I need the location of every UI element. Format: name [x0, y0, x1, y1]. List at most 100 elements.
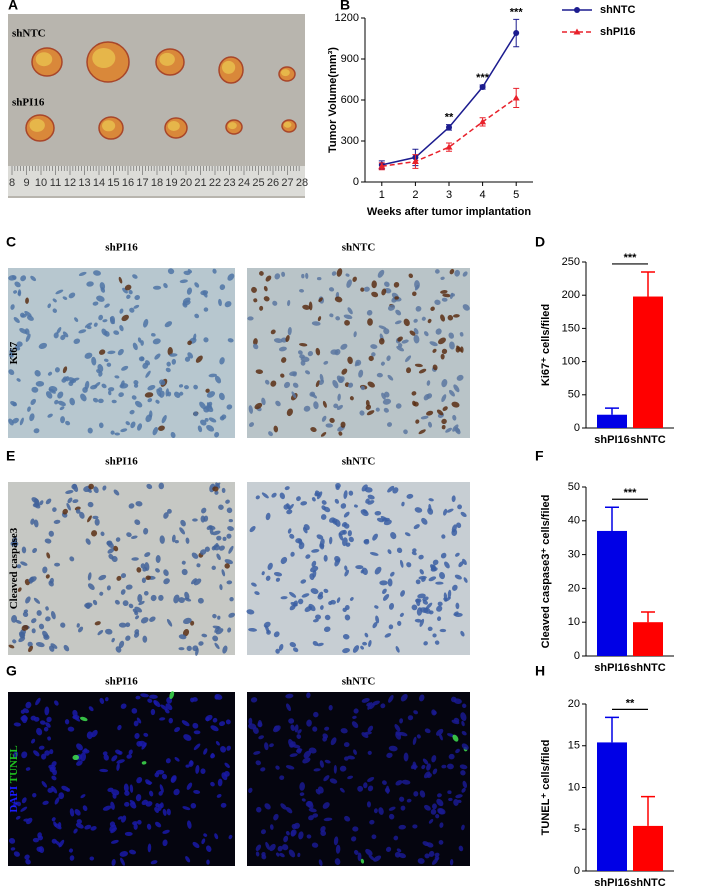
nucleus	[179, 391, 184, 396]
panel-letter: E	[6, 448, 15, 464]
nucleus	[382, 398, 392, 405]
nucleus	[321, 500, 327, 505]
nucleus	[455, 552, 460, 557]
nucleus	[22, 611, 29, 618]
nucleus	[218, 721, 226, 727]
nucleus	[359, 410, 365, 416]
nucleus	[203, 307, 209, 312]
nucleus	[32, 547, 38, 554]
nucleus	[104, 330, 110, 337]
nucleus	[311, 321, 321, 326]
nucleus	[161, 773, 168, 780]
nucleus	[225, 719, 231, 725]
nucleus	[367, 494, 375, 500]
bar	[633, 825, 663, 871]
nucleus	[399, 559, 404, 568]
nucleus	[305, 272, 309, 279]
nucleus	[460, 511, 467, 518]
nucleus	[261, 397, 266, 406]
nucleus	[274, 273, 281, 280]
nucleus	[339, 787, 345, 793]
nucleus	[133, 383, 139, 388]
nucleus	[376, 372, 383, 378]
nucleus	[16, 378, 21, 382]
nucleus	[323, 554, 328, 562]
nucleus	[452, 584, 458, 591]
nucleus	[353, 708, 359, 714]
nucleus	[222, 536, 227, 541]
nucleus	[181, 568, 188, 576]
nucleus	[8, 837, 16, 844]
nucleus	[104, 303, 110, 308]
nucleus	[452, 734, 459, 742]
nucleus	[125, 421, 130, 426]
nucleus	[374, 566, 382, 575]
nucleus	[307, 351, 314, 357]
nucleus	[453, 798, 459, 806]
ruler-label: 23	[223, 177, 235, 189]
nucleus	[323, 775, 330, 782]
nucleus	[54, 562, 61, 567]
nucleus	[453, 698, 462, 704]
nucleus	[19, 631, 26, 639]
nucleus	[162, 839, 168, 847]
nucleus	[150, 708, 156, 716]
ruler-label: 11	[50, 177, 61, 189]
nucleus	[155, 568, 160, 573]
nucleus	[367, 702, 373, 710]
nucleus	[137, 819, 142, 825]
nucleus	[186, 782, 193, 790]
nucleus	[133, 304, 140, 309]
nucleus	[118, 392, 124, 398]
nucleus	[53, 332, 59, 339]
nucleus	[46, 716, 52, 723]
nucleus	[32, 837, 39, 843]
nucleus	[152, 426, 158, 436]
nucleus	[124, 801, 130, 807]
nucleus	[412, 736, 417, 745]
nucleus	[224, 762, 230, 768]
nucleus	[38, 623, 45, 630]
nucleus	[85, 538, 91, 545]
nucleus	[84, 352, 93, 359]
nucleus	[253, 751, 261, 755]
panel-letter: F	[535, 448, 544, 464]
nucleus	[424, 853, 430, 859]
nucleus	[363, 539, 370, 545]
nucleus	[168, 717, 173, 724]
nucleus	[120, 589, 126, 595]
nucleus	[158, 790, 163, 796]
nucleus	[360, 385, 365, 391]
nucleus	[394, 296, 399, 300]
nucleus	[275, 765, 280, 770]
nucleus	[116, 575, 122, 581]
y-tick-label: 0	[574, 422, 580, 434]
nucleus	[21, 797, 27, 804]
nucleus	[333, 764, 337, 774]
nucleus	[333, 403, 339, 409]
nucleus	[383, 391, 390, 398]
nucleus	[87, 515, 92, 523]
nucleus	[255, 369, 264, 374]
nucleus	[319, 543, 325, 550]
nucleus	[82, 805, 88, 812]
nucleus	[328, 705, 333, 711]
nucleus	[218, 504, 224, 510]
nucleus	[444, 596, 451, 602]
nucleus	[215, 543, 219, 547]
nucleus	[290, 724, 295, 732]
nucleus	[135, 695, 141, 700]
ruler-label: 10	[35, 177, 47, 189]
nucleus	[322, 400, 327, 408]
nucleus	[73, 828, 78, 834]
nucleus	[102, 485, 107, 491]
nucleus	[137, 593, 143, 603]
nucleus	[129, 799, 136, 805]
nucleus	[80, 393, 87, 402]
point	[479, 118, 487, 125]
y-tick-label: 300	[341, 135, 359, 147]
nucleus	[394, 724, 401, 732]
y-tick-label: 30	[568, 549, 580, 561]
nucleus	[212, 717, 218, 723]
nucleus	[159, 390, 165, 398]
